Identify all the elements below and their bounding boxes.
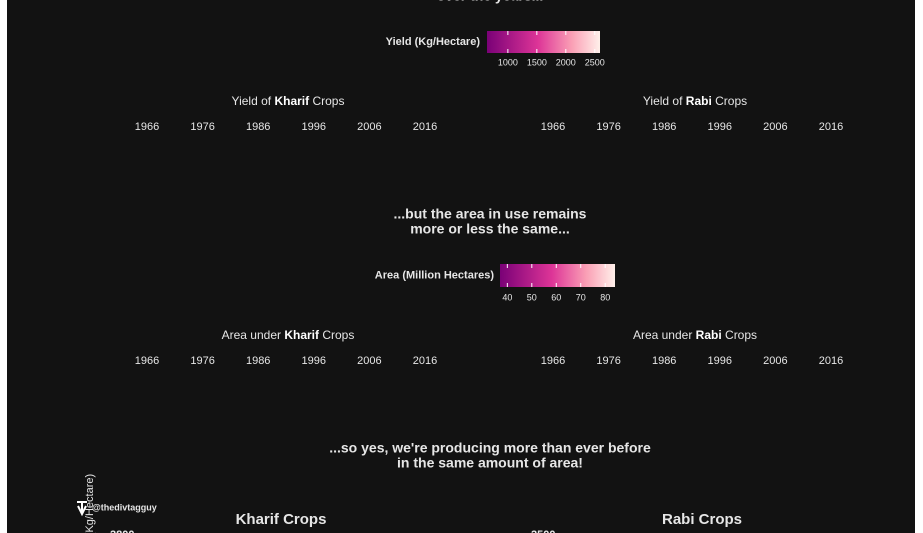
legend-tick-label: 1000	[498, 57, 518, 67]
x-tick-label: 1976	[596, 121, 620, 133]
section-title: more or less the same...	[410, 221, 570, 237]
title-part: Area under	[222, 328, 285, 342]
legend-gradient	[487, 31, 600, 53]
title-part: Kharif	[274, 94, 310, 108]
legend-title: Yield (Kg/Hectare)	[386, 36, 481, 48]
x-tick-label: 1966	[135, 355, 159, 367]
legend-tick-label: 80	[600, 292, 610, 302]
x-tick-label: 1976	[596, 355, 620, 367]
x-tick-label: 2016	[819, 121, 843, 133]
title-part: Rabi	[696, 328, 722, 342]
x-tick-label: 1976	[190, 355, 214, 367]
x-tick-label: 2016	[413, 355, 437, 367]
panel-title: Area under Kharif Crops	[222, 328, 355, 342]
x-tick-label: 2016	[819, 355, 843, 367]
x-tick-label: 1986	[246, 355, 270, 367]
title-part: Yield of	[232, 94, 275, 108]
x-tick-label: 1986	[246, 121, 270, 133]
y-tick-label: 2800	[110, 529, 134, 533]
x-tick-label: 2006	[357, 355, 381, 367]
legend-tick-label: 50	[527, 292, 537, 302]
x-tick-label: 1996	[302, 121, 326, 133]
title-part: Crops	[319, 328, 354, 342]
legend-tick-label: 70	[576, 292, 586, 302]
x-tick-label: 1996	[708, 355, 732, 367]
title-part: Crops	[722, 328, 757, 342]
title-part: Yield of	[643, 94, 686, 108]
panel-title: Yield of Kharif Crops	[232, 94, 345, 108]
title-part: Crops	[712, 94, 747, 108]
background	[7, 0, 915, 533]
x-tick-label: 2006	[763, 121, 787, 133]
x-tick-label: 1966	[541, 121, 565, 133]
y-tick-label: 2500	[531, 529, 555, 533]
x-tick-label: 1996	[708, 121, 732, 133]
panel-title: Rabi Crops	[662, 511, 742, 528]
section-title: ...so yes, we're producing more than eve…	[329, 440, 651, 456]
x-tick-label: 1986	[652, 121, 676, 133]
x-tick-label: 1966	[541, 355, 565, 367]
x-tick-label: 2006	[763, 355, 787, 367]
legend-tick-label: 2000	[556, 57, 576, 67]
legend-title: Area (Million Hectares)	[375, 269, 495, 281]
section-title: over the years...	[437, 0, 544, 4]
x-tick-label: 2006	[357, 121, 381, 133]
title-part: Rabi	[686, 94, 712, 108]
credit: @thedivtagguy	[92, 502, 157, 512]
legend-gradient	[500, 264, 615, 287]
legend-tick-label: 1500	[527, 57, 547, 67]
x-tick-label: 2016	[413, 121, 437, 133]
x-tick-label: 1996	[302, 355, 326, 367]
credit-icon	[77, 501, 87, 517]
panel-title: Area under Rabi Crops	[633, 328, 757, 342]
section-title: ...but the area in use remains	[394, 206, 587, 222]
panel-title: Kharif Crops	[236, 511, 327, 528]
legend-tick-label: 2500	[585, 57, 605, 67]
y-axis-label: (Kg/Hectare)	[84, 474, 96, 533]
title-part: Area under	[633, 328, 696, 342]
x-tick-label: 1976	[190, 121, 214, 133]
legend-tick-label: 40	[502, 292, 512, 302]
section-title: in the same amount of area!	[397, 455, 583, 471]
panel-title: Yield of Rabi Crops	[643, 94, 747, 108]
title-part: Crops	[309, 94, 344, 108]
x-tick-label: 1966	[135, 121, 159, 133]
legend-tick-label: 60	[551, 292, 561, 302]
title-part: Kharif	[284, 328, 320, 342]
x-tick-label: 1986	[652, 355, 676, 367]
